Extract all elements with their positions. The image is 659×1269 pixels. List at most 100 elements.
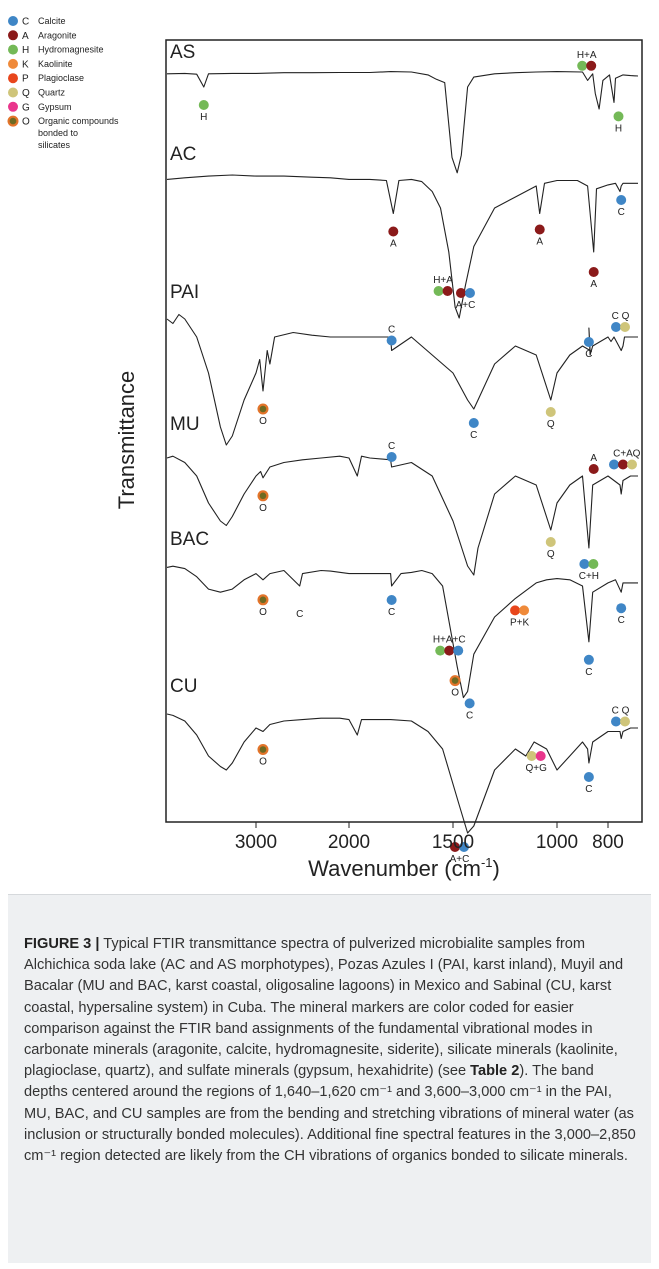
legend-marker-o: [9, 117, 17, 125]
band-label: C: [388, 441, 395, 452]
band-label: P+K: [510, 617, 530, 628]
x-label-tail: ): [493, 856, 500, 881]
band-marker-ac: H+A: [433, 275, 453, 296]
series-label-ac: AC: [170, 144, 196, 165]
band-label: C: [585, 349, 592, 360]
band-label: C: [296, 609, 303, 620]
band-marker-bac: P+K: [510, 605, 530, 628]
band-label: H: [615, 123, 622, 134]
mineral-marker-c: [583, 654, 594, 665]
series-label-as: AS: [170, 42, 195, 63]
mineral-marker-c: [386, 595, 397, 605]
band-label: C: [470, 430, 477, 441]
mineral-legend: C Calcite A Aragonite H Hydromagnesite K Kaolin…: [7, 16, 119, 150]
table-reference-link[interactable]: Table 2: [470, 1063, 520, 1080]
band-label: Q: [633, 449, 641, 460]
band-marker-ac: A: [534, 224, 545, 248]
band-label: C+H: [579, 571, 599, 582]
mineral-marker-q: [627, 459, 637, 470]
mineral-marker-a: [618, 459, 628, 470]
mineral-marker-q: [526, 751, 537, 761]
band-label: C Q: [612, 311, 630, 322]
band-marker-bac: C: [464, 698, 475, 721]
band-marker-mu: C: [386, 441, 397, 462]
organic-marker-core: [259, 596, 267, 604]
band-marker-ac: A: [588, 267, 599, 290]
mineral-marker-q: [545, 407, 556, 417]
band-label: A: [536, 237, 543, 248]
band-label: O: [259, 416, 267, 427]
band-marker-bac: H+A+C: [433, 635, 466, 656]
legend-marker-c: [8, 16, 18, 26]
mineral-marker-h: [433, 286, 444, 296]
mineral-marker-a: [444, 645, 455, 656]
band-label: O: [259, 607, 267, 618]
legend-marker-k: [8, 58, 18, 69]
band-label: A: [590, 279, 597, 290]
band-marker-cu: Q+G: [525, 751, 547, 774]
band-marker-bac: C: [296, 609, 303, 620]
x-tick-label: 2000: [328, 832, 370, 853]
band-marker-pai: C: [468, 418, 479, 441]
mineral-marker-c: [453, 645, 464, 656]
mineral-marker-a: [588, 464, 599, 474]
mineral-marker-q: [545, 537, 556, 547]
caption-text-continued: ). The band depths centered around the r…: [24, 1063, 636, 1165]
legend-label-g: Gypsum: [38, 102, 72, 112]
band-marker-bac: C: [386, 595, 397, 618]
band-marker-as: H: [198, 100, 209, 123]
mineral-marker-p: [510, 605, 521, 616]
mineral-marker-c: [464, 698, 475, 709]
band-label: A: [590, 453, 597, 464]
figure-caption: FIGURE 3 | Typical FTIR transmittance sp…: [24, 934, 636, 1167]
band-label: H+A: [577, 50, 597, 61]
mineral-marker-c: [616, 603, 627, 614]
band-marker-mu: Q: [545, 537, 556, 560]
band-marker-cu: C Q: [611, 706, 630, 727]
band-label: A+C: [450, 854, 470, 865]
caption-label: FIGURE 3 |: [24, 936, 100, 952]
legend-label-o: Organic compounds: [38, 116, 119, 126]
legend-letter-p: P: [22, 74, 29, 85]
band-label: A: [390, 239, 397, 250]
legend-label-o: silicates: [38, 140, 71, 150]
mineral-marker-g: [535, 751, 546, 761]
legend-letter-g: G: [22, 102, 30, 113]
legend-marker-a: [8, 30, 18, 41]
mineral-marker-c: [579, 559, 590, 569]
mineral-marker-q: [620, 322, 630, 332]
band-label: C: [388, 325, 395, 336]
x-axis-label: Wavenumber (cm-1): [308, 855, 500, 881]
legend-letter-a: A: [22, 31, 29, 42]
mineral-marker-h: [198, 100, 209, 110]
legend-letter-h: H: [22, 45, 29, 56]
mineral-marker-a: [442, 286, 453, 296]
x-tick-label: 1500: [432, 832, 474, 853]
band-marker-cu: A+C: [450, 842, 470, 865]
mineral-marker-c: [464, 288, 475, 298]
mineral-marker-c: [616, 195, 627, 205]
spectrum-line-mu: [166, 455, 638, 576]
x-axis: 3000 2000 1500 1000 800: [235, 822, 624, 853]
legend-label-h: Hydromagnesite: [38, 45, 104, 55]
legend-label-q: Quartz: [38, 88, 66, 98]
band-marker-mu: Q: [633, 449, 641, 460]
band-label: C: [466, 710, 473, 721]
legend-label-o: bonded to: [38, 128, 78, 138]
band-marker-ac: A: [388, 226, 399, 250]
band-marker-as: H+A: [577, 50, 597, 71]
band-label: C: [585, 784, 592, 795]
legend-label-k: Kaolinite: [38, 59, 73, 69]
band-label: C: [388, 607, 395, 618]
band-marker-mu: C+H: [579, 559, 599, 582]
mineral-marker-c: [609, 459, 619, 470]
band-marker-as: H: [613, 111, 624, 134]
band-label: C Q: [612, 706, 630, 717]
band-label: A+C: [456, 300, 476, 311]
mineral-marker-k: [519, 605, 530, 616]
spectrum-line-ac: [166, 174, 638, 319]
mineral-marker-c: [583, 337, 594, 347]
legend-label-a: Aragonite: [38, 30, 77, 40]
